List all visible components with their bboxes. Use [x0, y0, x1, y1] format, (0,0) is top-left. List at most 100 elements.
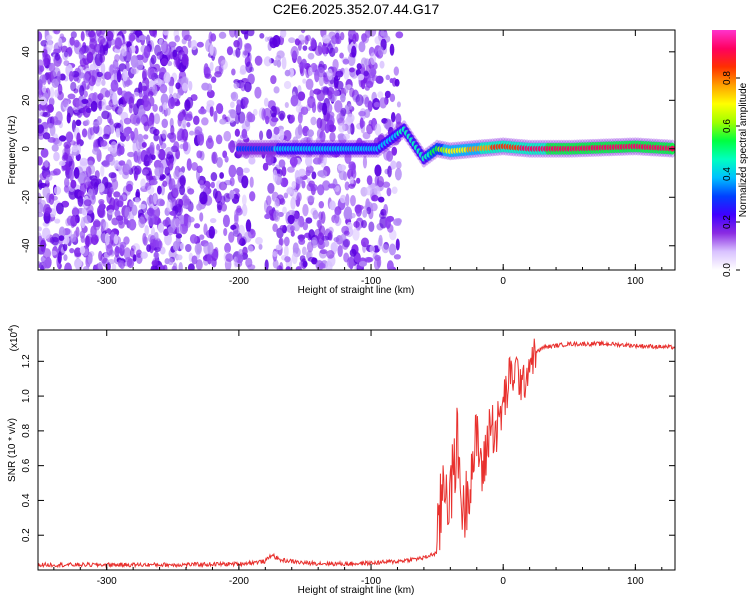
spectrogram-cell [181, 128, 189, 141]
spectrogram-cell [300, 106, 309, 116]
spectrogram-cell [54, 89, 59, 98]
spectrogram-cell [117, 259, 123, 268]
spectrogram-cell [290, 46, 299, 59]
spectrogram-cell [54, 52, 61, 61]
spectrogram-cell [44, 159, 49, 168]
spectrogram-cell [389, 93, 396, 103]
spectrogram-cell [135, 191, 140, 199]
spectrogram-cell [174, 203, 183, 216]
spectrogram-cell [335, 70, 344, 78]
spectrogram-cell [76, 132, 81, 145]
spectrogram-cell [126, 159, 132, 171]
spectrogram-cell [97, 35, 106, 45]
spectrogram-cell [379, 216, 388, 229]
spectrogram-cell [69, 247, 75, 254]
spectrogram-cell [321, 235, 329, 241]
spectrogram-cell [154, 166, 162, 177]
spectrogram-cell [38, 124, 45, 134]
spectrogram-cell [167, 226, 174, 236]
spectrogram-cell [290, 95, 299, 107]
spectrogram-cell [195, 259, 203, 270]
spectrogram-cell [295, 266, 302, 270]
spectrogram-cell [51, 78, 60, 89]
spectrogram-cell [366, 175, 373, 186]
spectrogram-cell [273, 59, 278, 66]
spectrogram-cell [160, 58, 169, 66]
spectrogram-cell [69, 168, 74, 182]
spectrogram-cell [265, 152, 274, 166]
spectrogram-cell [172, 49, 178, 58]
spectrogram-cell [62, 243, 68, 252]
colorbar-gradient [712, 30, 736, 270]
spectrogram-cell [307, 256, 317, 263]
spectrogram-cell [42, 132, 51, 140]
spectrogram-cell [383, 147, 391, 161]
spectrogram-cell [111, 263, 117, 270]
spectrogram-cell [290, 197, 296, 210]
spectrogram-cell [318, 200, 325, 209]
spectrogram-cell [348, 161, 356, 171]
spectrogram-cell [259, 33, 265, 39]
spectrogram-cell [116, 69, 122, 83]
spectrogram-cell [297, 111, 303, 124]
spectrogram-cell [140, 178, 146, 189]
spectrogram-cell [255, 236, 263, 245]
spectrogram-cell [248, 156, 256, 165]
spectrogram-cell [327, 124, 337, 133]
spectrogram-cell [373, 185, 381, 195]
spectrogram-cell [349, 176, 354, 186]
spectrogram-cell [340, 233, 347, 241]
spectrogram-cell [149, 126, 157, 135]
spectrogram-cell [180, 45, 189, 57]
spectrogram-cell [262, 162, 269, 171]
spectrogram-cell [160, 93, 169, 106]
spectrogram-cell [283, 236, 290, 247]
spectrogram-cell [206, 89, 215, 99]
spectrogram-cell [209, 105, 214, 117]
spectrogram-signal [235, 120, 675, 168]
spectrogram-cell [386, 215, 395, 222]
spectrogram-cell [300, 30, 306, 34]
spectrogram-cell [218, 31, 227, 39]
spectrogram-cell [164, 146, 173, 157]
spectrogram-cell [166, 199, 173, 212]
spectrogram-cell [222, 214, 230, 228]
spectrogram-cell [125, 60, 130, 72]
spectrogram-cell [57, 37, 63, 47]
spectrogram-cell [81, 128, 88, 138]
spectrogram-cell [58, 235, 65, 241]
spectrogram-cell [302, 260, 308, 268]
spectrogram-cell [289, 67, 295, 78]
spectrogram-cell [224, 155, 229, 163]
spectrogram-cell [123, 127, 130, 137]
spectrogram-cell [229, 30, 236, 38]
spectrogram-cell [357, 73, 365, 81]
spectrogram-cell [163, 264, 168, 270]
spectrogram-cell [103, 125, 111, 136]
spectrogram-cell [122, 68, 128, 82]
colorbar-tick-label: 0.8 [722, 71, 733, 85]
spectrogram-cell [297, 91, 306, 101]
spectrogram-cell [296, 192, 302, 202]
spectrogram-cell [162, 219, 169, 227]
spectrogram-cell [311, 171, 317, 180]
spectrogram-cell [279, 224, 286, 231]
spectrogram-cell [146, 244, 152, 253]
spectrogram-cell [98, 100, 103, 112]
spectrogram-cell [352, 227, 360, 241]
spectrogram-cell [207, 252, 212, 265]
spectrogram-cell [113, 191, 121, 198]
spectrogram-cell [50, 250, 58, 256]
spectrogram-cell [162, 102, 168, 111]
spectrogram-cell [108, 118, 114, 125]
spectrogram-cell [210, 172, 218, 182]
spectrogram-cell [338, 122, 346, 133]
spectrogram-cell [114, 37, 123, 50]
spectrogram-cell [70, 31, 77, 39]
spectrogram-cell [328, 31, 336, 40]
spectrogram-cell [216, 156, 223, 168]
spectrogram-cell [107, 209, 115, 215]
spectrogram-cell [186, 158, 192, 171]
spectrogram-cell [119, 241, 127, 249]
